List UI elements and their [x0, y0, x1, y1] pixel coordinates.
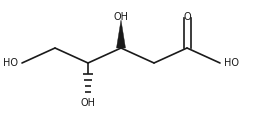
Polygon shape — [116, 20, 125, 48]
Text: OH: OH — [81, 98, 96, 108]
Text: O: O — [183, 12, 191, 22]
Text: HO: HO — [3, 58, 18, 68]
Text: HO: HO — [224, 58, 239, 68]
Text: OH: OH — [113, 12, 128, 22]
